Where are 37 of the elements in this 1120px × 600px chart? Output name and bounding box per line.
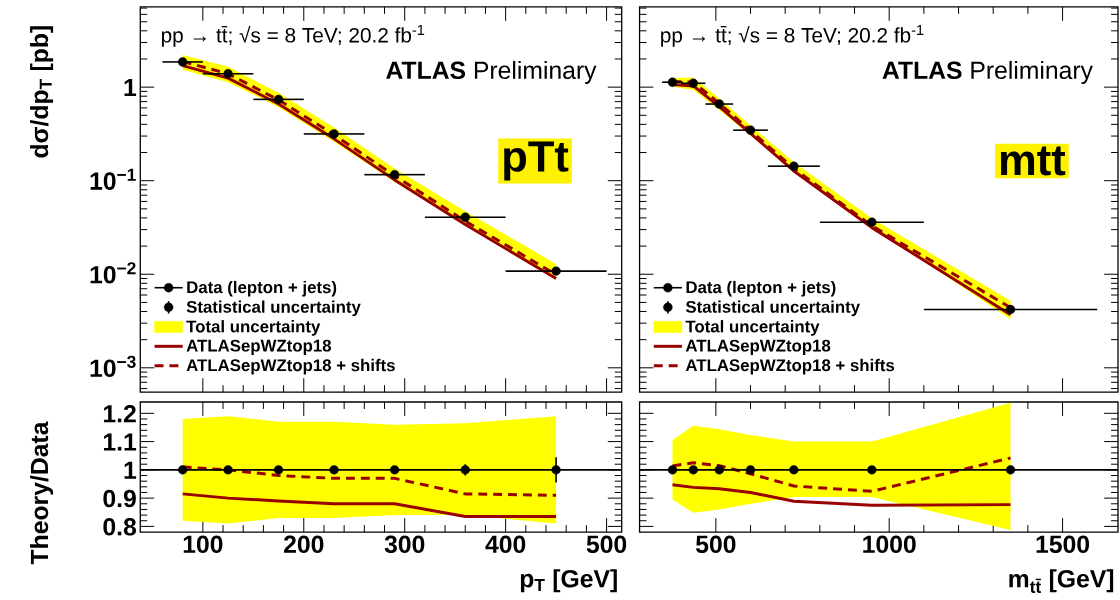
x-tick-label: 400: [485, 535, 526, 554]
y-tick-label: 1: [124, 79, 137, 97]
legend-label: ATLASepWZtop18: [186, 339, 332, 356]
y-axis-title: Theory/Data: [30, 421, 54, 565]
y-tick-label: 1: [124, 462, 137, 480]
y-axis-title: dσ/dp$_{T}$ [pb]: [30, 26, 54, 158]
annotation: ATLAS Preliminary: [882, 61, 1093, 85]
legend-label: Total uncertainty: [685, 320, 820, 336]
x-tick-label: 500: [695, 535, 736, 554]
annotation: ATLAS Preliminary: [386, 61, 597, 85]
y-tick-label: 10$^{−3}$: [90, 355, 136, 378]
x-tick-label: 1500: [1036, 535, 1090, 554]
annotation: Statistical uncertainty: [186, 300, 361, 317]
y-tick-label: 1.2: [103, 405, 136, 423]
x-tick-label: 200: [284, 535, 324, 554]
annotation: pTt: [504, 141, 569, 181]
x-tick-label: 300: [384, 535, 425, 554]
y-tick-label: 1.1: [103, 433, 137, 451]
legend-label: Total uncertainty: [186, 320, 321, 336]
legend-label: ATLASepWZtop18 + shifts: [186, 359, 395, 375]
x-tick-label: 100: [183, 535, 223, 554]
legend-label: ATLASepWZtop18: [685, 339, 831, 356]
y-tick-label: 0.9: [103, 490, 136, 508]
y-tick-label: 0.8: [103, 518, 137, 536]
x-axis-title: p$_{T}$ [GeV]: [520, 569, 617, 593]
y-tick-label: 10$^{−2}$: [90, 262, 136, 284]
y-tick-label: 10$^{−1}$: [90, 169, 136, 191]
legend-label: ATLASepWZtop18 + shifts: [685, 359, 895, 375]
x-tick-label: 1000: [863, 535, 916, 554]
x-tick-label: 500: [586, 535, 627, 554]
legend-label: Data (lepton + jets): [187, 281, 337, 297]
annotation: pp → tt̄; √s = 8 TeV; 20.2 fb$^{-1}$: [161, 25, 425, 47]
annotation: Statistical uncertainty: [685, 300, 860, 317]
legend-label: Data (lepton + jets): [686, 281, 836, 297]
annotation: mtt: [1000, 146, 1066, 176]
annotation: pp → tt̄; √s = 8 TeV; 20.2 fb$^{-1}$: [661, 25, 924, 47]
x-axis-title: m$_{tt̄}$ [GeV]: [1009, 569, 1114, 594]
